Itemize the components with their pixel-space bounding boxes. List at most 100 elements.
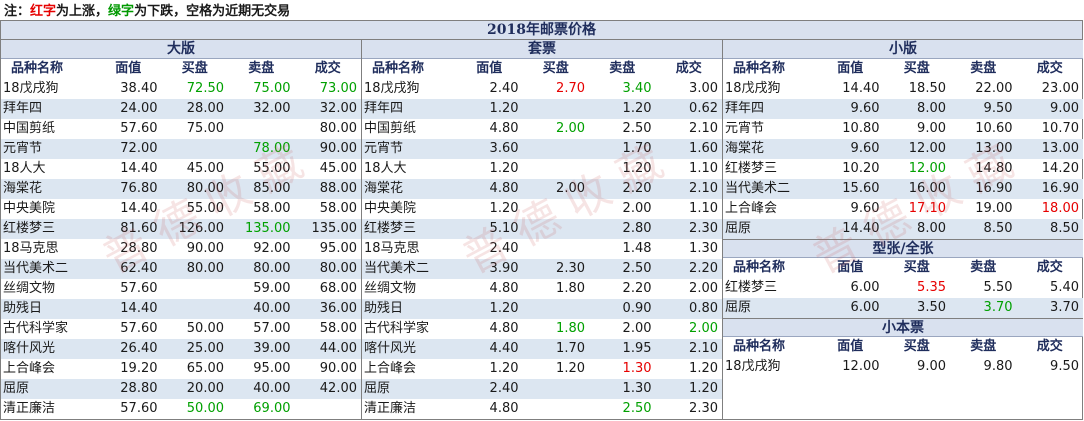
cell-deal: 9.50 [1050,359,1079,374]
column-header: 买盘 [903,61,930,76]
cell-face: 1.20 [489,161,519,176]
cell-face: 1.20 [489,201,519,216]
cell-name: 中国剪纸 [364,121,417,136]
table-row: 喀什风光 4.40 1.70 1.95 2.10 [362,339,722,359]
cell-name: 屈原 [725,221,752,236]
table-row: 元宵节 72.00 78.00 90.00 [1,139,361,159]
cell-bid: 1.80 [556,281,585,296]
table-row: 屈原 6.00 3.50 3.70 3.70 [723,298,1083,318]
column-header: 面值 [837,339,864,354]
cell-face: 4.80 [489,321,519,336]
cell-face: 57.60 [120,121,158,136]
cell-ask: 58.00 [253,201,291,216]
cell-face: 4.80 [489,121,519,136]
cell-name: 上合峰会 [725,201,778,216]
cell-name: 古代科学家 [364,321,430,336]
cell-bid: 8.00 [917,101,946,116]
cell-bid [162,279,229,299]
cell-bid: 80.00 [186,261,224,276]
cell-ask: 1.30 [622,361,652,376]
column-header: 面值 [837,260,864,275]
cell-ask: 1.20 [622,101,652,116]
cell-name: 助残日 [364,301,404,316]
cell-bid [523,379,590,399]
table-row: 海棠花 9.60 12.00 13.00 13.00 [723,139,1083,159]
cell-ask: 2.80 [622,221,652,236]
cell-face: 2.40 [489,381,519,396]
cell-face: 9.60 [850,201,880,216]
cell-bid: 5.35 [917,280,946,295]
cell-bid: 126.00 [178,221,225,236]
cell-bid: 75.00 [186,121,224,136]
cell-ask: 8.50 [983,221,1013,236]
column-header: 成交 [1036,61,1063,76]
cell-ask: 2.00 [622,201,652,216]
table-row: 清正廉洁 57.60 50.00 69.00 [1,399,361,419]
sheet-title: 2018年邮票价格 [1,21,1082,40]
cell-ask: 92.00 [253,241,291,256]
table-row: 屈原 14.40 8.00 8.50 8.50 [723,219,1083,239]
cell-name: 海棠花 [725,141,765,156]
table-row: 屈原 28.80 20.00 40.00 42.00 [1,379,361,399]
cell-bid [162,299,229,319]
table-row: 喀什风光 26.40 25.00 39.00 44.00 [1,339,361,359]
cell-name: 丝绸文物 [3,281,56,296]
cell-bid: 2.70 [556,81,585,96]
cell-deal: 1.20 [689,361,718,376]
cell-name: 当代美术二 [364,261,430,276]
cell-ask: 32.00 [253,101,291,116]
cell-deal: 10.70 [1041,121,1079,136]
column-header: 品种名称 [733,260,786,275]
table-row: 元宵节 3.60 1.70 1.60 [362,139,722,159]
rows-taopiao: 18戊戌狗 2.40 2.70 3.40 3.00 拜年四 1.20 1.20 0.62 中国剪纸… [362,79,722,419]
cell-ask: 16.90 [975,181,1013,196]
cell-bid: 18.50 [908,81,946,96]
cell-ask: 2.50 [622,261,652,276]
cell-bid: 28.00 [186,101,224,116]
rows-xiaobenpiao: 18戊戌狗 12.00 9.00 9.80 9.50 [723,357,1083,377]
cell-ask: 1.30 [622,381,652,396]
cell-face: 4.80 [489,401,519,416]
note-prefix: 注： [4,4,31,19]
table-row: 中国剪纸 57.60 75.00 80.00 [1,119,361,139]
column-header: 品种名称 [372,61,425,76]
cell-ask: 22.00 [975,81,1013,96]
cell-name: 红楼梦三 [725,161,778,176]
cell-face: 1.20 [489,301,519,316]
table-row: 18马克思 28.80 90.00 92.00 95.00 [1,239,361,259]
section-title-xingzhang: 型张/全张 [723,239,1083,258]
cell-bid [523,239,590,259]
note-red-label: 红字 [30,4,57,19]
rows-daban: 18戊戌狗 38.40 72.50 75.00 73.00 拜年四 24.00 28.00 32… [1,79,361,419]
section-title-xiaobenpiao: 小本票 [723,318,1083,337]
panel-taopiao: 套票 品种名称 面值 买盘 卖盘 成交 18戊戌狗 2.40 2.70 3.40 3.00 拜年四… [362,40,722,419]
cell-ask: 75.00 [253,81,291,96]
section-title-xiaoban: 小版 [723,40,1083,59]
table-row: 中国剪纸 4.80 2.00 2.50 2.10 [362,119,722,139]
table-row: 当代美术二 15.60 16.00 16.90 16.90 [723,179,1083,199]
table-row: 红楼梦三 81.60 126.00 135.00 135.00 [1,219,361,239]
cell-ask: 39.00 [253,341,291,356]
column-header: 卖盘 [609,61,636,76]
cell-bid [523,99,590,119]
cell-face: 28.80 [120,241,158,256]
cell-name: 红楼梦三 [364,221,417,236]
cell-name: 助残日 [3,301,43,316]
table-row: 拜年四 1.20 1.20 0.62 [362,99,722,119]
cell-name: 中国剪纸 [3,121,56,136]
column-header: 买盘 [903,339,930,354]
table-row: 18马克思 2.40 1.48 1.30 [362,239,722,259]
cell-name: 清正廉洁 [3,401,56,416]
cell-face: 24.00 [120,101,158,116]
cell-bid: 2.00 [556,181,585,196]
cell-face: 57.60 [120,401,158,416]
cell-name: 拜年四 [364,101,404,116]
cell-deal: 2.20 [689,261,718,276]
cell-bid: 50.00 [186,401,224,416]
table-row: 18戊戌狗 2.40 2.70 3.40 3.00 [362,79,722,99]
cell-name: 上合峰会 [364,361,417,376]
table-row: 上合峰会 1.20 1.20 1.30 1.20 [362,359,722,379]
cell-name: 拜年四 [3,101,43,116]
column-divider [722,40,723,420]
table-row: 红楼梦三 6.00 5.35 5.50 5.40 [723,278,1083,298]
